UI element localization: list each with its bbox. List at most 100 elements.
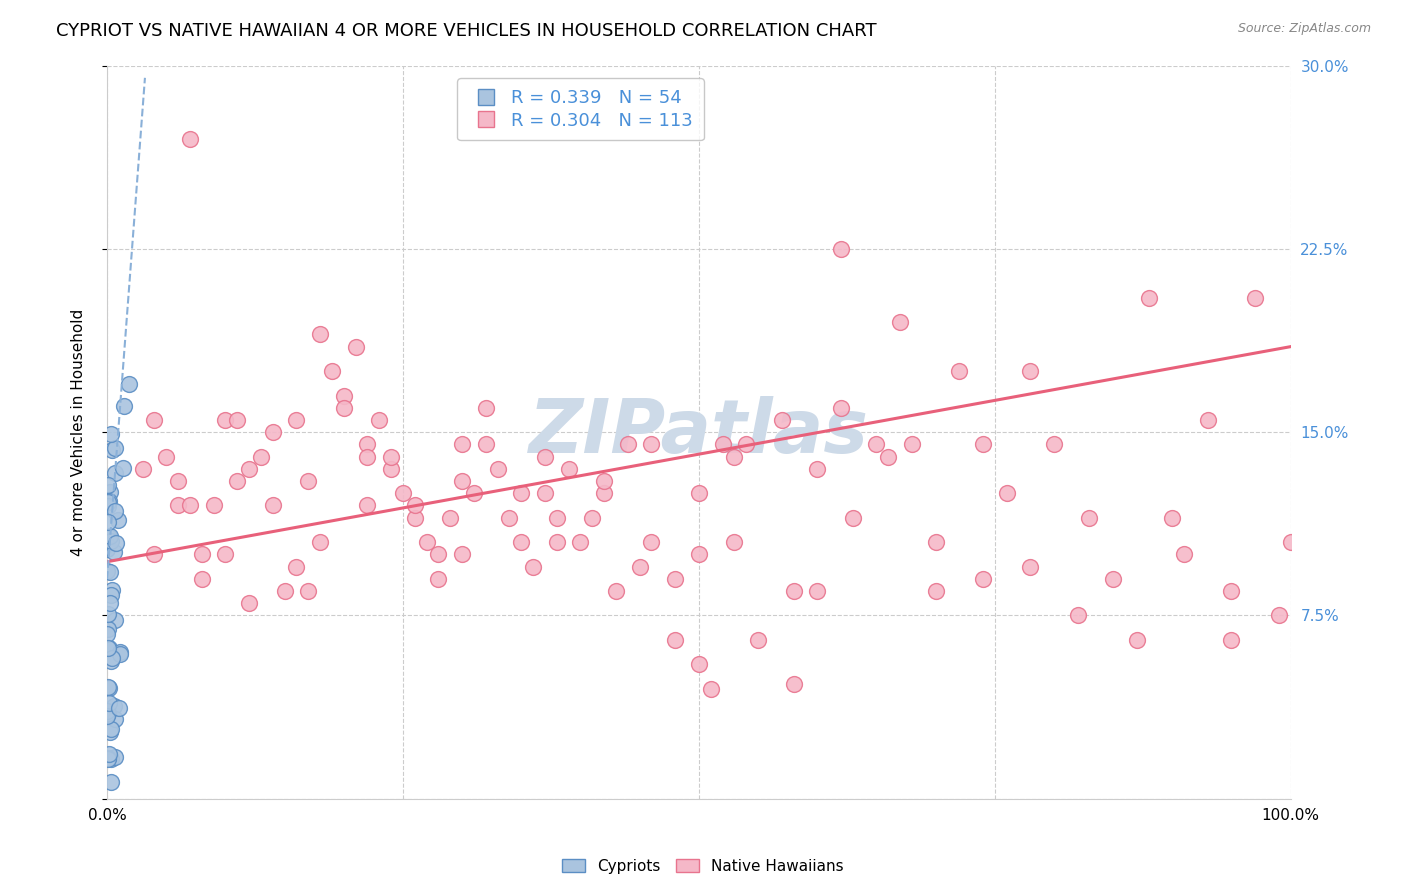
Point [97,515,120,529]
Point [97,706,120,720]
Point [155,450,177,464]
Point [723,535,745,549]
Point [179,499,201,513]
Point [103,698,125,713]
Point [103,544,125,558]
Point [475,401,498,415]
Point [841,510,863,524]
Point [463,486,485,500]
Point [104,535,127,549]
Text: ZIPatlas: ZIPatlas [529,396,869,468]
Point [427,547,450,561]
Point [190,547,212,561]
Point [202,499,225,513]
Point [104,504,127,518]
Point [723,450,745,464]
Point [368,413,391,427]
Point [415,535,437,549]
Point [97,751,120,765]
Point [782,677,804,691]
Point [1078,510,1101,524]
Point [104,712,127,726]
Point [104,749,127,764]
Point [1220,584,1243,599]
Point [98,529,121,543]
Point [380,462,402,476]
Point [830,242,852,256]
Point [101,651,124,665]
Point [451,547,474,561]
Point [100,427,122,442]
Point [96,607,118,622]
Point [806,462,828,476]
Point [101,582,124,597]
Point [557,462,579,476]
Point [1197,413,1219,427]
Point [747,632,769,647]
Point [1019,559,1042,574]
Point [108,647,131,661]
Point [226,413,249,427]
Point [96,680,118,694]
Point [98,565,121,579]
Point [664,632,686,647]
Point [972,437,994,451]
Point [901,437,924,451]
Point [96,708,118,723]
Point [1125,632,1147,647]
Point [238,462,260,476]
Point [98,596,121,610]
Point [97,697,120,711]
Point [100,723,122,737]
Point [356,499,378,513]
Point [593,486,616,500]
Point [356,437,378,451]
Point [1019,364,1042,378]
Point [100,654,122,668]
Point [1279,535,1302,549]
Point [1161,510,1184,524]
Point [569,535,592,549]
Point [1102,572,1125,586]
Point [96,626,118,640]
Point [104,466,127,480]
Point [190,572,212,586]
Point [486,462,509,476]
Point [640,437,662,451]
Point [309,535,332,549]
Point [131,462,153,476]
Point [143,413,166,427]
Point [97,641,120,656]
Point [167,474,190,488]
Point [97,493,120,508]
Point [285,559,308,574]
Point [510,486,533,500]
Point [333,401,356,415]
Point [711,437,734,451]
Point [770,413,793,427]
Point [356,450,378,464]
Point [688,547,710,561]
Point [735,437,758,451]
Point [143,547,166,561]
Point [97,752,120,766]
Point [96,499,118,513]
Point [167,499,190,513]
Point [214,547,236,561]
Point [100,751,122,765]
Point [1173,547,1195,561]
Point [100,775,122,789]
Point [522,559,544,574]
Text: Source: ZipAtlas.com: Source: ZipAtlas.com [1237,22,1371,36]
Point [179,132,201,146]
Point [439,510,461,524]
Point [451,437,474,451]
Point [1220,632,1243,647]
Point [98,681,121,695]
Text: CYPRIOT VS NATIVE HAWAIIAN 4 OR MORE VEHICLES IN HOUSEHOLD CORRELATION CHART: CYPRIOT VS NATIVE HAWAIIAN 4 OR MORE VEH… [56,22,877,40]
Point [1268,608,1291,623]
Point [628,559,651,574]
Point [380,450,402,464]
Point [865,437,887,451]
Point [97,495,120,509]
